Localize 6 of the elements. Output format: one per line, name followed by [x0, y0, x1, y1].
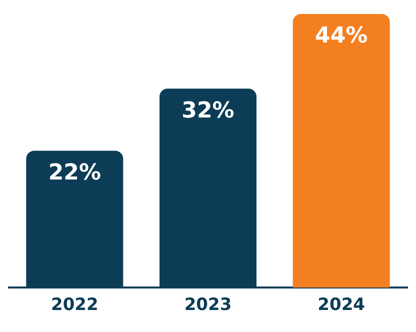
- data-label: 22%: [48, 160, 102, 186]
- x-tick-label: 2022: [51, 295, 98, 316]
- data-label: 44%: [314, 24, 368, 49]
- x-tick-label: 2024: [318, 295, 366, 316]
- data-label: 32%: [182, 98, 234, 124]
- x-tick-label: 2023: [184, 295, 232, 316]
